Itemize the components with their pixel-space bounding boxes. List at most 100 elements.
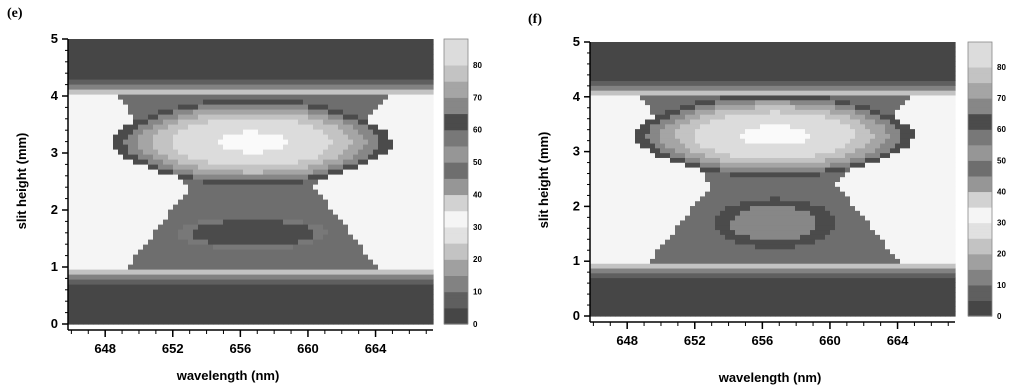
heatmap-cell — [595, 234, 601, 240]
heatmap-cell — [153, 169, 159, 175]
heatmap-cell — [88, 44, 94, 50]
heatmap-cell — [148, 64, 154, 70]
heatmap-cell — [600, 253, 606, 259]
heatmap-cell — [103, 44, 109, 50]
heatmap-cell — [630, 296, 636, 303]
heatmap-cell — [163, 299, 169, 305]
heatmap-cell — [615, 61, 621, 67]
heatmap-cell — [113, 44, 119, 50]
heatmap-cell — [168, 244, 174, 250]
heatmap-cell — [610, 291, 616, 298]
heatmap-cell — [605, 147, 611, 154]
heatmap-cell — [630, 253, 636, 259]
heatmap-cell — [605, 239, 611, 245]
heatmap-cell — [133, 254, 139, 260]
heatmap-cell — [595, 186, 601, 192]
heatmap-cell — [108, 279, 114, 285]
heatmap-cell — [620, 306, 626, 312]
heatmap-cell — [620, 99, 626, 106]
heatmap-cell — [590, 263, 596, 269]
heatmap-cell — [163, 129, 169, 135]
heatmap-cell — [615, 157, 621, 163]
heatmap-cell — [620, 263, 626, 269]
heatmap-cell — [595, 109, 601, 115]
heatmap-cell — [108, 289, 114, 295]
heatmap-cell — [118, 69, 124, 75]
heatmap-cell — [118, 144, 124, 150]
heatmap-cell — [143, 314, 149, 320]
heatmap-cell — [590, 42, 596, 48]
heatmap-cell — [93, 159, 99, 165]
heatmap-cell — [78, 249, 84, 255]
heatmap-cell — [73, 259, 79, 265]
heatmap-cell — [600, 133, 606, 139]
heatmap-cell — [138, 199, 144, 205]
heatmap-cell — [600, 162, 606, 168]
heatmap-cell — [173, 114, 179, 120]
heatmap-cell — [68, 199, 74, 205]
heatmap-cell — [83, 264, 89, 270]
heatmap-cell — [98, 84, 104, 90]
heatmap-cell — [590, 215, 596, 221]
heatmap-cell — [93, 289, 99, 295]
heatmap-cell — [635, 80, 641, 86]
heatmap-cell — [595, 277, 601, 283]
heatmap-cell — [133, 119, 139, 125]
heatmap-cell — [78, 169, 84, 175]
heatmap-cell — [605, 191, 611, 197]
heatmap-cell — [98, 69, 104, 75]
heatmap-cell — [83, 309, 89, 315]
heatmap-cell — [183, 259, 189, 265]
heatmap-cell — [83, 179, 89, 185]
heatmap-cell — [88, 169, 94, 175]
heatmap-cell — [178, 194, 184, 200]
heatmap-cell — [108, 114, 114, 120]
heatmap-cell — [630, 267, 636, 274]
heatmap-cell — [635, 42, 641, 48]
heatmap-cell — [605, 215, 611, 221]
heatmap-cell — [98, 194, 104, 200]
heatmap-cell — [88, 219, 94, 225]
heatmap-cell — [615, 311, 621, 317]
heatmap-cell — [595, 123, 601, 130]
heatmap-cell — [163, 239, 169, 245]
heatmap-cell — [645, 243, 651, 250]
heatmap-cell — [123, 314, 129, 320]
heatmap-cell — [73, 94, 79, 100]
heatmap-cell — [148, 194, 154, 200]
heatmap-cell — [68, 299, 74, 305]
heatmap-cell — [620, 109, 626, 115]
heatmap-cell — [113, 144, 119, 150]
heatmap-cell — [610, 128, 616, 134]
heatmap-cell — [625, 166, 631, 173]
heatmap-cell — [128, 59, 134, 65]
heatmap-cell — [128, 39, 134, 45]
heatmap-cell — [148, 204, 154, 210]
heatmap-cell — [108, 294, 114, 300]
heatmap-cell — [98, 94, 104, 100]
heatmap-cell — [625, 195, 631, 202]
heatmap-cell — [153, 279, 159, 285]
heatmap-cell — [600, 75, 606, 82]
heatmap-cell — [605, 176, 611, 183]
heatmap-cell — [173, 104, 179, 110]
heatmap-cell — [173, 89, 179, 95]
heatmap-cell — [600, 176, 606, 183]
heatmap-cell — [630, 157, 636, 163]
heatmap-cell — [88, 84, 94, 90]
heatmap-cell — [173, 99, 179, 105]
heatmap-cell — [78, 314, 84, 320]
heatmap-cell — [600, 306, 606, 312]
heatmap-cell — [595, 147, 601, 154]
heatmap-cell — [143, 259, 149, 265]
heatmap-cell — [615, 263, 621, 269]
heatmap-cell — [148, 294, 154, 300]
heatmap-cell — [595, 56, 601, 62]
heatmap-cell — [78, 154, 84, 160]
heatmap-cell — [620, 195, 626, 202]
heatmap-cell — [600, 171, 606, 178]
heatmap-cell — [143, 159, 149, 165]
heatmap-cell — [118, 139, 124, 145]
heatmap-cell — [183, 99, 189, 105]
heatmap-cell — [173, 244, 179, 250]
